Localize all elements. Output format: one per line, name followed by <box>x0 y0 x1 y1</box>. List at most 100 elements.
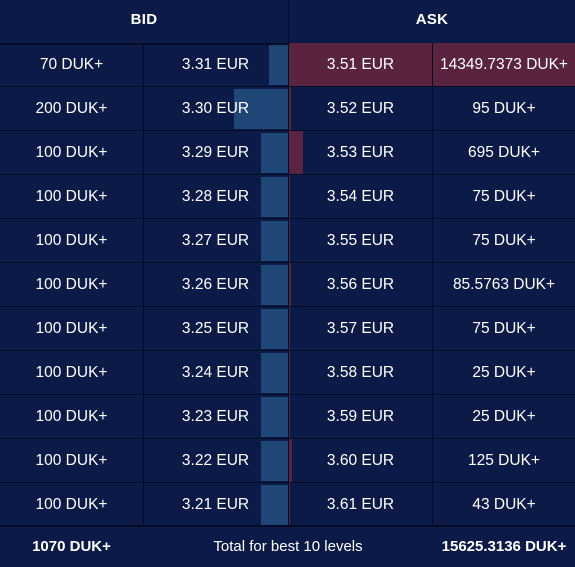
ask-depth-bar <box>289 483 290 526</box>
bid-size-cell[interactable]: 100 DUK+ <box>35 408 108 425</box>
column-divider <box>288 175 289 219</box>
ask-depth-bar <box>289 439 292 482</box>
bid-depth-bar <box>269 45 288 85</box>
bid-size-cell[interactable]: 100 DUK+ <box>35 144 108 161</box>
bid-price-cell[interactable]: 3.22 EUR <box>181 452 250 469</box>
column-divider <box>288 87 289 131</box>
column-divider <box>288 307 289 351</box>
ask-price-cell[interactable]: 3.55 EUR <box>326 232 395 249</box>
bid-price-cell[interactable]: 3.25 EUR <box>181 320 250 337</box>
order-book-header: BID ASK <box>0 0 575 45</box>
ask-depth-bar <box>289 395 290 438</box>
ask-size-cell[interactable]: 125 DUK+ <box>468 452 540 469</box>
column-divider <box>432 351 433 395</box>
bid-size-cell[interactable]: 100 DUK+ <box>35 232 108 249</box>
bid-size-cell[interactable]: 100 DUK+ <box>35 452 108 469</box>
order-level-row[interactable]: 100 DUK+ 3.29 EUR 3.53 EUR 695 DUK+ <box>0 131 575 175</box>
ask-total: 15625.3136 DUK+ <box>441 538 567 555</box>
bid-price-cell[interactable]: 3.31 EUR <box>181 56 250 73</box>
order-level-row[interactable]: 100 DUK+ 3.24 EUR 3.58 EUR 25 DUK+ <box>0 351 575 395</box>
bid-size-cell[interactable]: 100 DUK+ <box>35 364 108 381</box>
column-divider <box>432 263 433 307</box>
bid-depth-bar <box>261 441 288 481</box>
order-level-row[interactable]: 100 DUK+ 3.21 EUR 3.61 EUR 43 DUK+ <box>0 483 575 527</box>
column-divider <box>288 395 289 439</box>
ask-price-cell[interactable]: 3.53 EUR <box>326 144 395 161</box>
order-level-row[interactable]: 100 DUK+ 3.22 EUR 3.60 EUR 125 DUK+ <box>0 439 575 483</box>
row-divider <box>0 86 575 87</box>
totals-caption: Total for best 10 levels <box>213 538 363 555</box>
bid-price-cell[interactable]: 3.23 EUR <box>181 408 250 425</box>
order-book-levels: 70 DUK+ 3.31 EUR 3.51 EUR 14349.7373 DUK+ 20… <box>0 43 575 527</box>
ask-size-cell[interactable]: 14349.7373 DUK+ <box>440 56 568 73</box>
ask-price-cell[interactable]: 3.61 EUR <box>326 496 395 513</box>
column-divider <box>143 263 144 307</box>
ask-price-cell[interactable]: 3.52 EUR <box>326 100 395 117</box>
order-level-row[interactable]: 100 DUK+ 3.26 EUR 3.56 EUR 85.5763 DUK+ <box>0 263 575 307</box>
column-divider <box>143 351 144 395</box>
bid-price-cell[interactable]: 3.21 EUR <box>181 496 250 513</box>
header-divider <box>288 0 289 43</box>
bid-size-cell[interactable]: 70 DUK+ <box>39 56 104 73</box>
row-divider <box>0 306 575 307</box>
column-divider <box>288 43 289 87</box>
row-divider <box>0 218 575 219</box>
bid-size-cell[interactable]: 200 DUK+ <box>35 100 108 117</box>
ask-size-cell[interactable]: 695 DUK+ <box>468 144 540 161</box>
ask-size-cell[interactable]: 25 DUK+ <box>472 364 536 381</box>
ask-price-cell[interactable]: 3.54 EUR <box>326 188 395 205</box>
ask-price-cell[interactable]: 3.60 EUR <box>326 452 395 469</box>
column-divider <box>288 263 289 307</box>
ask-size-cell[interactable]: 95 DUK+ <box>472 100 536 117</box>
bid-depth-bar <box>261 485 288 525</box>
bid-price-cell[interactable]: 3.26 EUR <box>181 276 250 293</box>
ask-size-cell[interactable]: 75 DUK+ <box>472 320 536 337</box>
ask-depth-bar <box>289 263 291 306</box>
bid-size-cell[interactable]: 100 DUK+ <box>35 188 108 205</box>
column-divider <box>143 131 144 175</box>
ask-depth-bar <box>289 219 290 262</box>
bid-price-cell[interactable]: 3.28 EUR <box>181 188 250 205</box>
ask-price-cell[interactable]: 3.56 EUR <box>326 276 395 293</box>
column-divider <box>143 219 144 263</box>
bid-price-cell[interactable]: 3.29 EUR <box>181 144 250 161</box>
ask-price-cell[interactable]: 3.58 EUR <box>326 364 395 381</box>
row-divider <box>0 262 575 263</box>
row-divider <box>0 130 575 131</box>
order-level-row[interactable]: 70 DUK+ 3.31 EUR 3.51 EUR 14349.7373 DUK+ <box>0 43 575 87</box>
column-divider <box>288 219 289 263</box>
bid-size-cell[interactable]: 100 DUK+ <box>35 496 108 513</box>
bid-header[interactable]: BID <box>130 11 158 28</box>
column-divider <box>143 439 144 483</box>
bid-depth-bar <box>261 221 288 261</box>
bid-total: 1070 DUK+ <box>32 538 111 555</box>
ask-price-cell[interactable]: 3.51 EUR <box>326 56 395 73</box>
bid-depth-bar <box>261 309 288 349</box>
ask-size-cell[interactable]: 85.5763 DUK+ <box>452 276 556 293</box>
ask-size-cell[interactable]: 75 DUK+ <box>472 188 536 205</box>
ask-size-cell[interactable]: 43 DUK+ <box>472 496 536 513</box>
bid-price-cell[interactable]: 3.27 EUR <box>181 232 250 249</box>
ask-size-cell[interactable]: 75 DUK+ <box>472 232 536 249</box>
order-level-row[interactable]: 100 DUK+ 3.23 EUR 3.59 EUR 25 DUK+ <box>0 395 575 439</box>
order-level-row[interactable]: 100 DUK+ 3.27 EUR 3.55 EUR 75 DUK+ <box>0 219 575 263</box>
column-divider <box>432 131 433 175</box>
bid-size-cell[interactable]: 100 DUK+ <box>35 276 108 293</box>
column-divider <box>432 395 433 439</box>
bid-price-cell[interactable]: 3.24 EUR <box>181 364 250 381</box>
bid-size-cell[interactable]: 100 DUK+ <box>35 320 108 337</box>
ask-price-cell[interactable]: 3.59 EUR <box>326 408 395 425</box>
bid-price-cell[interactable]: 3.30 EUR <box>181 100 250 117</box>
order-level-row[interactable]: 100 DUK+ 3.25 EUR 3.57 EUR 75 DUK+ <box>0 307 575 351</box>
column-divider <box>143 175 144 219</box>
bid-depth-bar <box>261 133 288 173</box>
ask-price-cell[interactable]: 3.57 EUR <box>326 320 395 337</box>
order-level-row[interactable]: 200 DUK+ 3.30 EUR 3.52 EUR 95 DUK+ <box>0 87 575 131</box>
bid-depth-bar <box>261 265 288 305</box>
column-divider <box>143 483 144 527</box>
ask-header[interactable]: ASK <box>415 11 449 28</box>
ask-size-cell[interactable]: 25 DUK+ <box>472 408 536 425</box>
order-level-row[interactable]: 100 DUK+ 3.28 EUR 3.54 EUR 75 DUK+ <box>0 175 575 219</box>
ask-depth-bar <box>289 175 290 218</box>
